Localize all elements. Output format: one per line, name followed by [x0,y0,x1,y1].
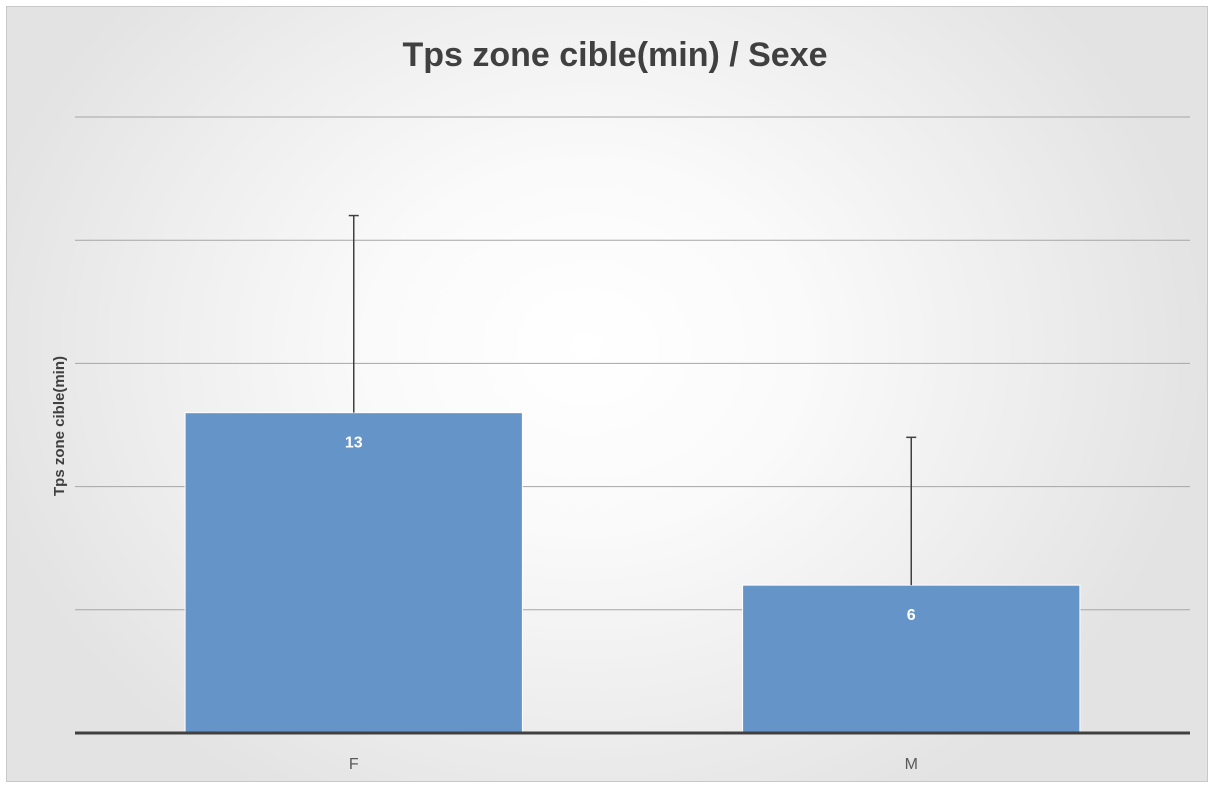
bar-m [742,584,1081,734]
data-label-f: 13 [345,435,363,452]
y-axis-label: Tps zone cible(min) [51,356,68,496]
x-tick-label-f: F [349,756,359,773]
bar-f [184,412,523,734]
error-bars [348,214,917,586]
data-labels: 13 6 [345,435,916,624]
x-tick-label-m: M [905,756,918,773]
chart-title: Tps zone cible(min) / Sexe [402,36,828,74]
bars [184,412,1081,734]
data-label-m: 6 [907,607,916,624]
